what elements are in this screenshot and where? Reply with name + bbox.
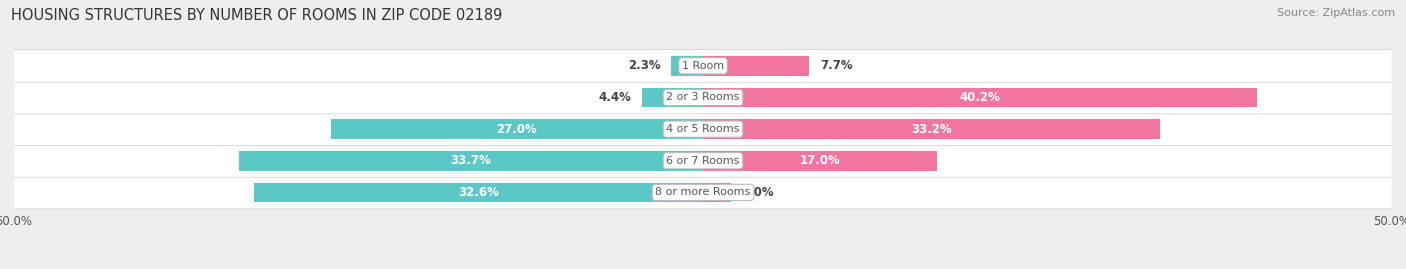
Text: Source: ZipAtlas.com: Source: ZipAtlas.com bbox=[1277, 8, 1395, 18]
FancyBboxPatch shape bbox=[14, 144, 1392, 177]
Bar bbox=[239, 151, 703, 171]
Text: HOUSING STRUCTURES BY NUMBER OF ROOMS IN ZIP CODE 02189: HOUSING STRUCTURES BY NUMBER OF ROOMS IN… bbox=[11, 8, 502, 23]
Text: 1 Room: 1 Room bbox=[682, 61, 724, 71]
Text: 33.7%: 33.7% bbox=[450, 154, 491, 167]
Text: 8 or more Rooms: 8 or more Rooms bbox=[655, 187, 751, 197]
Text: 4 or 5 Rooms: 4 or 5 Rooms bbox=[666, 124, 740, 134]
Bar bbox=[703, 56, 808, 76]
Bar bbox=[703, 119, 1160, 139]
Bar bbox=[330, 119, 703, 139]
Text: 4.4%: 4.4% bbox=[599, 91, 631, 104]
Text: 7.7%: 7.7% bbox=[820, 59, 853, 72]
Bar bbox=[671, 56, 703, 76]
Text: 6 or 7 Rooms: 6 or 7 Rooms bbox=[666, 156, 740, 166]
Bar bbox=[254, 183, 703, 202]
Bar bbox=[703, 151, 938, 171]
Text: 2.3%: 2.3% bbox=[627, 59, 661, 72]
Text: 32.6%: 32.6% bbox=[458, 186, 499, 199]
FancyBboxPatch shape bbox=[14, 176, 1392, 209]
Text: 33.2%: 33.2% bbox=[911, 123, 952, 136]
Text: 40.2%: 40.2% bbox=[959, 91, 1001, 104]
FancyBboxPatch shape bbox=[14, 113, 1392, 146]
Text: 2.0%: 2.0% bbox=[741, 186, 775, 199]
Bar bbox=[643, 88, 703, 107]
Text: 27.0%: 27.0% bbox=[496, 123, 537, 136]
FancyBboxPatch shape bbox=[14, 81, 1392, 114]
Bar bbox=[703, 183, 731, 202]
FancyBboxPatch shape bbox=[14, 49, 1392, 82]
Legend: Owner-occupied, Renter-occupied: Owner-occupied, Renter-occupied bbox=[578, 266, 828, 269]
Bar bbox=[703, 88, 1257, 107]
Text: 17.0%: 17.0% bbox=[800, 154, 841, 167]
Text: 2 or 3 Rooms: 2 or 3 Rooms bbox=[666, 93, 740, 102]
